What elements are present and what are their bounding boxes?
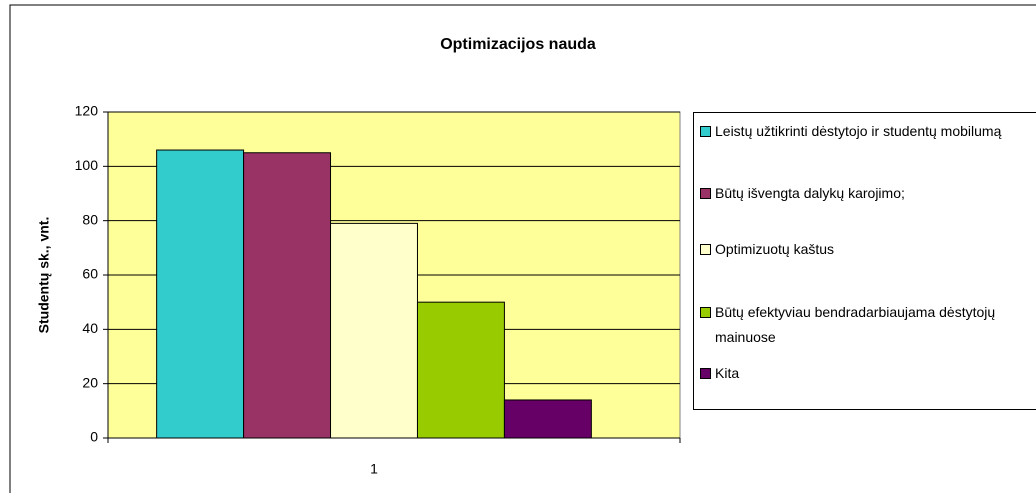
legend-swatch bbox=[700, 244, 711, 255]
legend-swatch bbox=[700, 126, 711, 137]
legend-label: Kita bbox=[715, 365, 740, 381]
legend-entry: Leistų užtikrinti dėstytojo ir studentų … bbox=[700, 119, 1036, 144]
legend-swatch bbox=[700, 368, 711, 379]
bar bbox=[416, 301, 505, 439]
y-tick-label: 100 bbox=[75, 157, 99, 173]
legend-label: Leistų užtikrinti dėstytojo ir studentų … bbox=[715, 123, 1002, 139]
bar bbox=[330, 222, 418, 439]
y-tick-label: 120 bbox=[75, 103, 99, 119]
legend-entry: Būtų efektyviau bendradarbiaujama dėstyt… bbox=[700, 300, 1036, 350]
x-tick-label: 1 bbox=[370, 461, 378, 477]
legend-swatch bbox=[700, 307, 711, 318]
y-axis-label: Studentų sk., vnt. bbox=[36, 217, 52, 334]
bar bbox=[243, 152, 332, 439]
legend-swatch bbox=[700, 188, 711, 199]
legend-label: Optimizuotų kaštus bbox=[715, 241, 835, 257]
legend-entry: Būtų išvengta dalykų karojimo; bbox=[700, 181, 1036, 206]
bar bbox=[503, 399, 592, 439]
y-tick-label: 0 bbox=[90, 429, 98, 445]
y-tick-label: 80 bbox=[82, 211, 98, 227]
chart-title: Optimizacijos nauda bbox=[440, 36, 596, 53]
legend-label: Būtų efektyviau bendradarbiaujama dėstyt… bbox=[715, 304, 996, 345]
legend-label: Būtų išvengta dalykų karojimo; bbox=[715, 185, 905, 201]
bar bbox=[156, 149, 245, 439]
y-tick-label: 20 bbox=[82, 374, 98, 390]
legend-entry: Optimizuotų kaštus bbox=[700, 237, 1036, 262]
y-tick-label: 40 bbox=[82, 320, 98, 336]
legend: Leistų užtikrinti dėstytojo ir studentų … bbox=[693, 112, 1036, 410]
legend-entry: Kita bbox=[700, 361, 1036, 386]
y-tick-label: 60 bbox=[82, 266, 98, 282]
